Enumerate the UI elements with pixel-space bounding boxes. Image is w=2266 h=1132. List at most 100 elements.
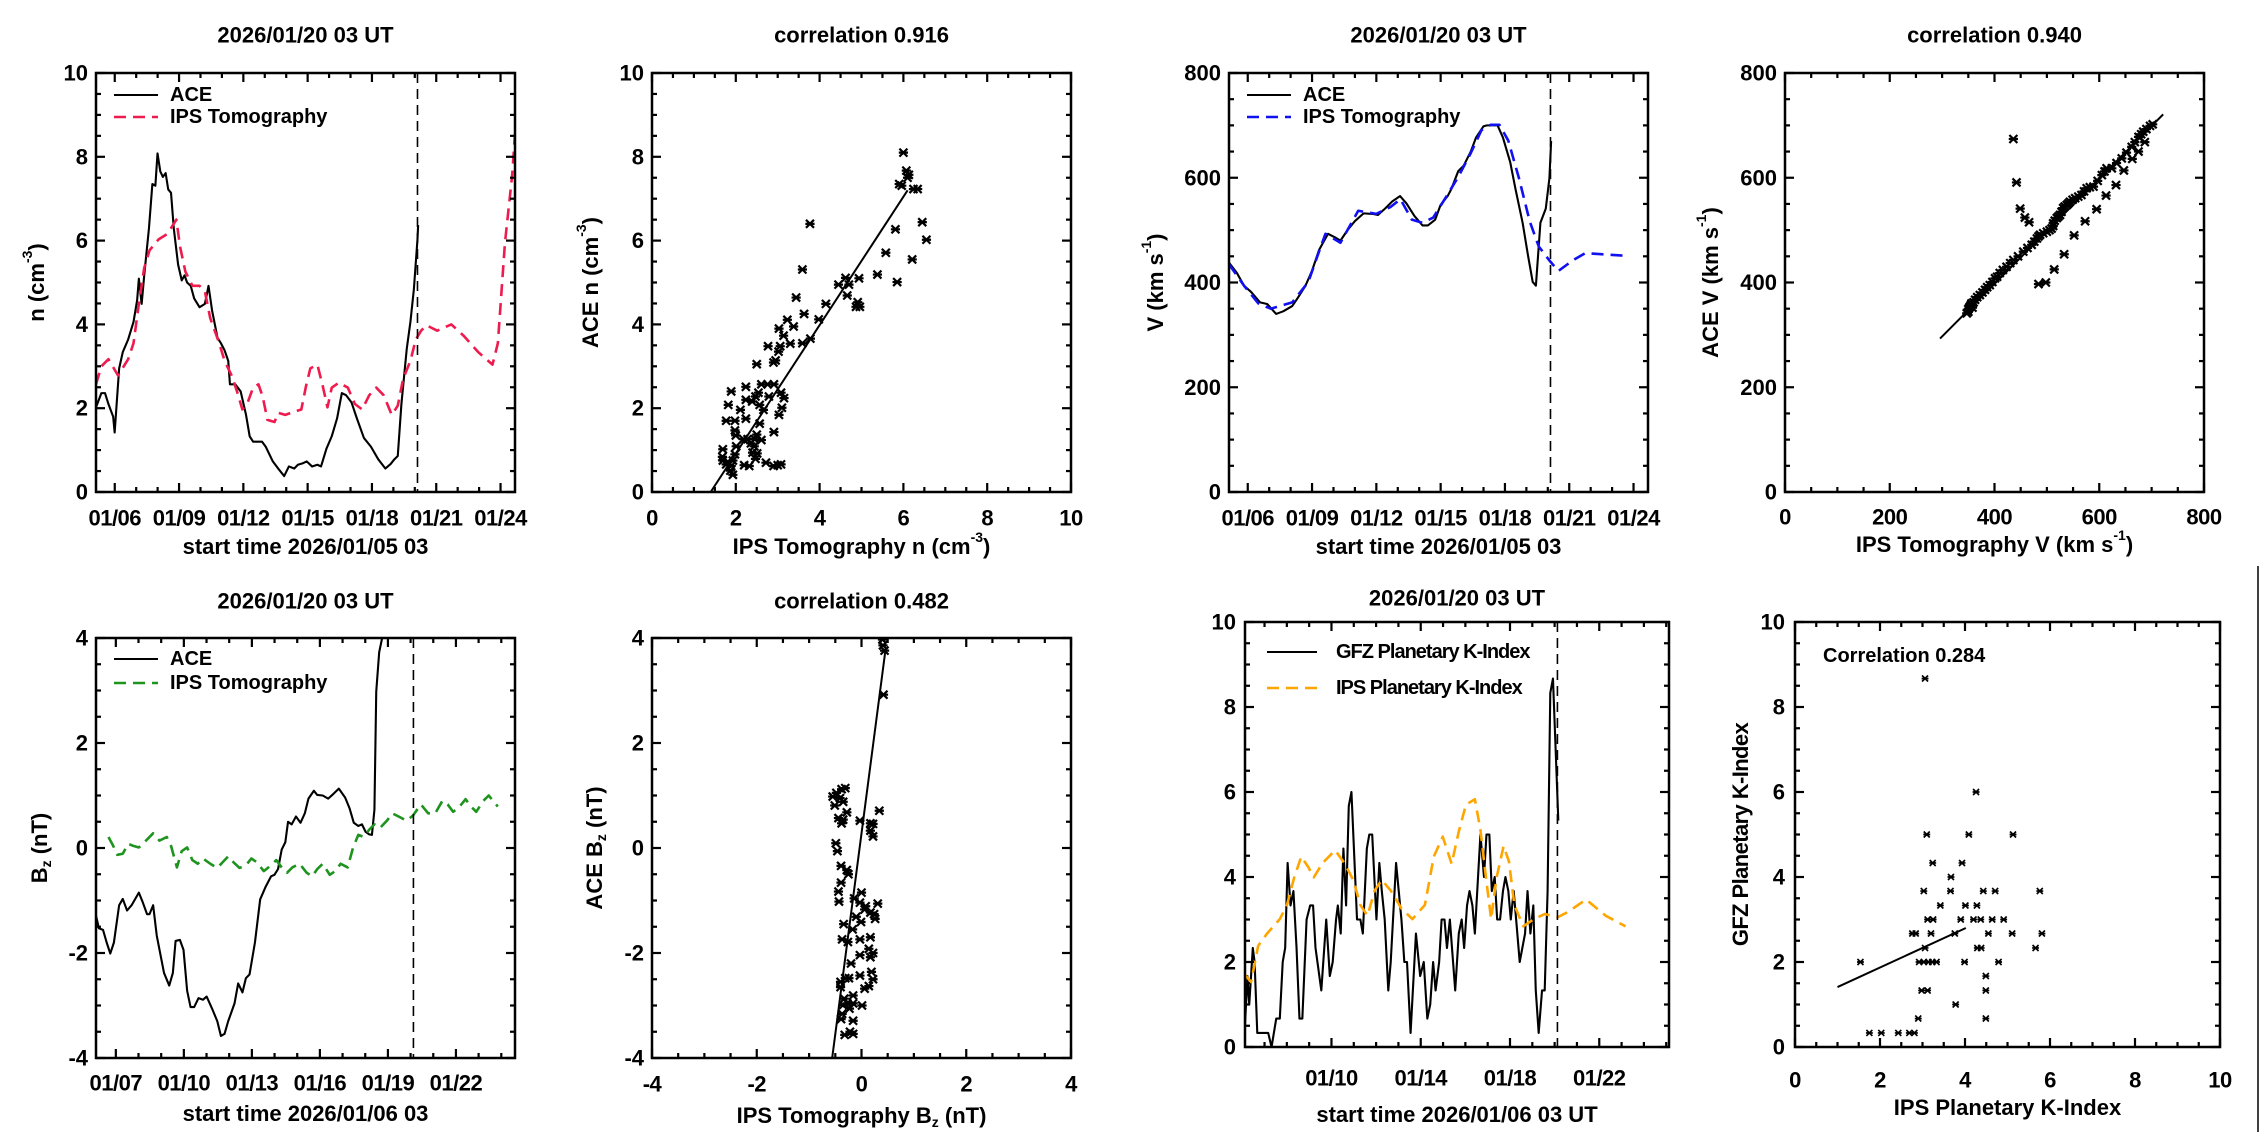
scatter-point [778, 330, 789, 341]
y-axis-label-part: -1 [1138, 241, 1154, 254]
x-axis-label-part: start time 2026/01/05 03 [183, 534, 429, 559]
x-tick-label: 2 [730, 506, 742, 531]
scatter-point [752, 448, 762, 459]
scatter-point [843, 869, 854, 880]
scatter-point [728, 470, 738, 480]
scatter-point [1929, 915, 1937, 924]
scatter-point [836, 818, 847, 829]
scatter-point [855, 934, 865, 945]
x-tick-label: 01/09 [1286, 506, 1339, 531]
scatter-point [2119, 165, 2129, 176]
y-axis-label-part: V (km s [1143, 253, 1168, 331]
regression-line [1837, 927, 1967, 988]
scatter-point [2038, 929, 2046, 938]
y-axis-label-part: (nT) [582, 786, 607, 834]
scatter-point [1923, 830, 1931, 839]
y-tick-label: 4 [1773, 865, 1786, 890]
x-tick-label: 01/10 [158, 1071, 211, 1096]
scatter-point [1984, 929, 1992, 938]
scatter-point [774, 323, 784, 334]
scatter-point [1969, 915, 1978, 924]
scatter-point [833, 279, 844, 290]
scatter-point [730, 415, 740, 426]
scatter-point [768, 357, 779, 368]
scatter-point [830, 800, 840, 811]
scatter-point [2024, 217, 2034, 228]
scatter-point [718, 444, 728, 455]
x-tick-label: 01/22 [430, 1071, 483, 1096]
chart-title: 2026/01/20 03 UT [1350, 23, 1527, 48]
y-tick-label: 10 [64, 61, 88, 86]
x-tick-label: 01/21 [410, 506, 463, 531]
x-axis-label-part: start time 2026/01/06 03 UT [1316, 1102, 1598, 1127]
x-tick-label: 01/22 [1573, 1066, 1626, 1091]
x-axis-label-part: start time 2026/01/05 03 [1316, 534, 1562, 559]
x-tick-label: 6 [2044, 1068, 2056, 1093]
scatter-point [2036, 887, 2044, 895]
x-tick-label: 800 [2186, 505, 2221, 530]
plot-area [827, 638, 890, 1058]
scatter-point [866, 967, 877, 977]
y-axis-label-part: ) [578, 217, 603, 224]
scatter-point [750, 454, 761, 464]
series-line-ips-planetary-k-index [1245, 797, 1627, 984]
scatter-point [769, 379, 779, 390]
scatter-point [1977, 915, 1985, 924]
y-tick-label: 10 [620, 61, 644, 86]
scatter-point [777, 403, 787, 413]
regression-line [1939, 113, 2164, 340]
x-tick-label: 01/10 [1305, 1066, 1358, 1091]
y-tick-label: 6 [1773, 780, 1785, 805]
kp-correlation-panel: 0 2 4 6 8 10 0 2 4 6 8 10 IPS Planetary K-Index GFZ P… [1728, 610, 2233, 1120]
x-axis-label-part: start time 2026/01/06 03 [183, 1101, 429, 1126]
scatter-point [1973, 901, 1981, 910]
scatter-point [1910, 1029, 1919, 1037]
scatter-point [898, 147, 909, 158]
legend: GFZ Planetary K-Index IPS Planetary K-Ind… [1267, 641, 1531, 699]
scatter-point [2101, 190, 2111, 201]
scatter-point [881, 247, 891, 258]
legend-label: IPS Planetary K-Index [1336, 677, 1523, 699]
scatter-point [831, 838, 841, 849]
x-tick-label: 0 [1789, 1068, 1801, 1093]
legend-label: GFZ Planetary K-Index [1336, 641, 1530, 663]
y-axis-label: ACE Bz (nT) [582, 786, 610, 909]
x-axis-label: IPS Tomography V (km s-1) [1856, 527, 2133, 557]
scatter-point [838, 797, 848, 807]
plot-area [1837, 674, 2046, 1037]
x-tick-label: 01/18 [1484, 1066, 1537, 1091]
series-line-gfz-planetary-k-index [1245, 677, 1560, 1047]
plot-area [96, 133, 515, 478]
y-tick-label: 200 [1184, 375, 1221, 400]
scatter-point [799, 309, 809, 319]
scatter-point [865, 932, 876, 943]
scatter-point [769, 427, 779, 437]
y-tick-label: 10 [1761, 610, 1785, 635]
y-tick-label: 6 [1224, 780, 1236, 805]
scatter-point [848, 1029, 858, 1039]
scatter-point [1947, 873, 1955, 881]
y-axis-label-part: z [38, 860, 54, 867]
scatter-point [890, 224, 901, 235]
y-tick-label: 0 [1224, 1035, 1236, 1060]
scatter-point [848, 990, 858, 1001]
scatter-point [1957, 915, 1965, 924]
scatter-point [1877, 1029, 1885, 1037]
y-axis-label-part: ) [1143, 233, 1168, 240]
y-axis-label-part: n (cm [24, 263, 49, 322]
scatter-point [1982, 1014, 1990, 1023]
scatter-point [2133, 146, 2144, 157]
scatter-point [2031, 944, 2040, 952]
scatter-point [741, 413, 751, 424]
scatter-point [917, 217, 928, 227]
y-axis-label: ACE n (cm-3) [573, 217, 603, 348]
y-tick-label: 4 [76, 312, 89, 337]
y-tick-label: 2 [1773, 950, 1785, 975]
scatter-point [2049, 264, 2059, 275]
y-axis-label: GFZ Planetary K-Index [1728, 721, 1753, 946]
chart-title: correlation 0.940 [1907, 23, 2082, 48]
scatter-point [1856, 958, 1865, 966]
x-axis-label-part: ) [2126, 532, 2133, 557]
scatter-points [827, 638, 890, 1040]
